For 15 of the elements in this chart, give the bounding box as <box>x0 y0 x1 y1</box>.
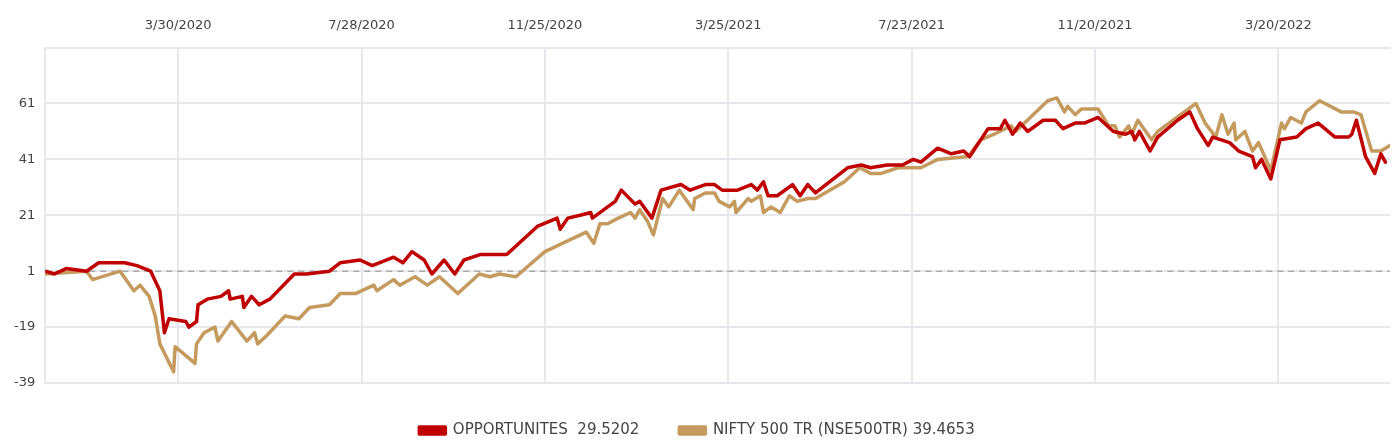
y-tick-label: 41 <box>18 150 36 166</box>
x-tick-label: 3/25/2021 <box>694 17 762 33</box>
x-tick-label: 7/28/2020 <box>328 17 395 33</box>
legend-label: NIFTY 500 TR (NSE500TR) 39.4653 <box>712 420 975 439</box>
x-tick-label: 11/25/2020 <box>507 17 583 33</box>
y-tick-label: -19 <box>14 318 36 334</box>
legend-label: OPPORTUNITES 29.5202 <box>452 420 640 439</box>
x-tick-label: 3/30/2020 <box>144 17 212 33</box>
x-tick-label: 11/20/2021 <box>1057 17 1133 33</box>
y-tick-label: 1 <box>26 262 36 278</box>
y-tick-label: -39 <box>14 374 36 390</box>
y-tick-label: 21 <box>18 206 36 222</box>
x-tick-label: 7/23/2021 <box>878 17 946 33</box>
y-tick-label: 61 <box>18 94 36 110</box>
x-tick-label: 3/20/2022 <box>1245 17 1312 33</box>
